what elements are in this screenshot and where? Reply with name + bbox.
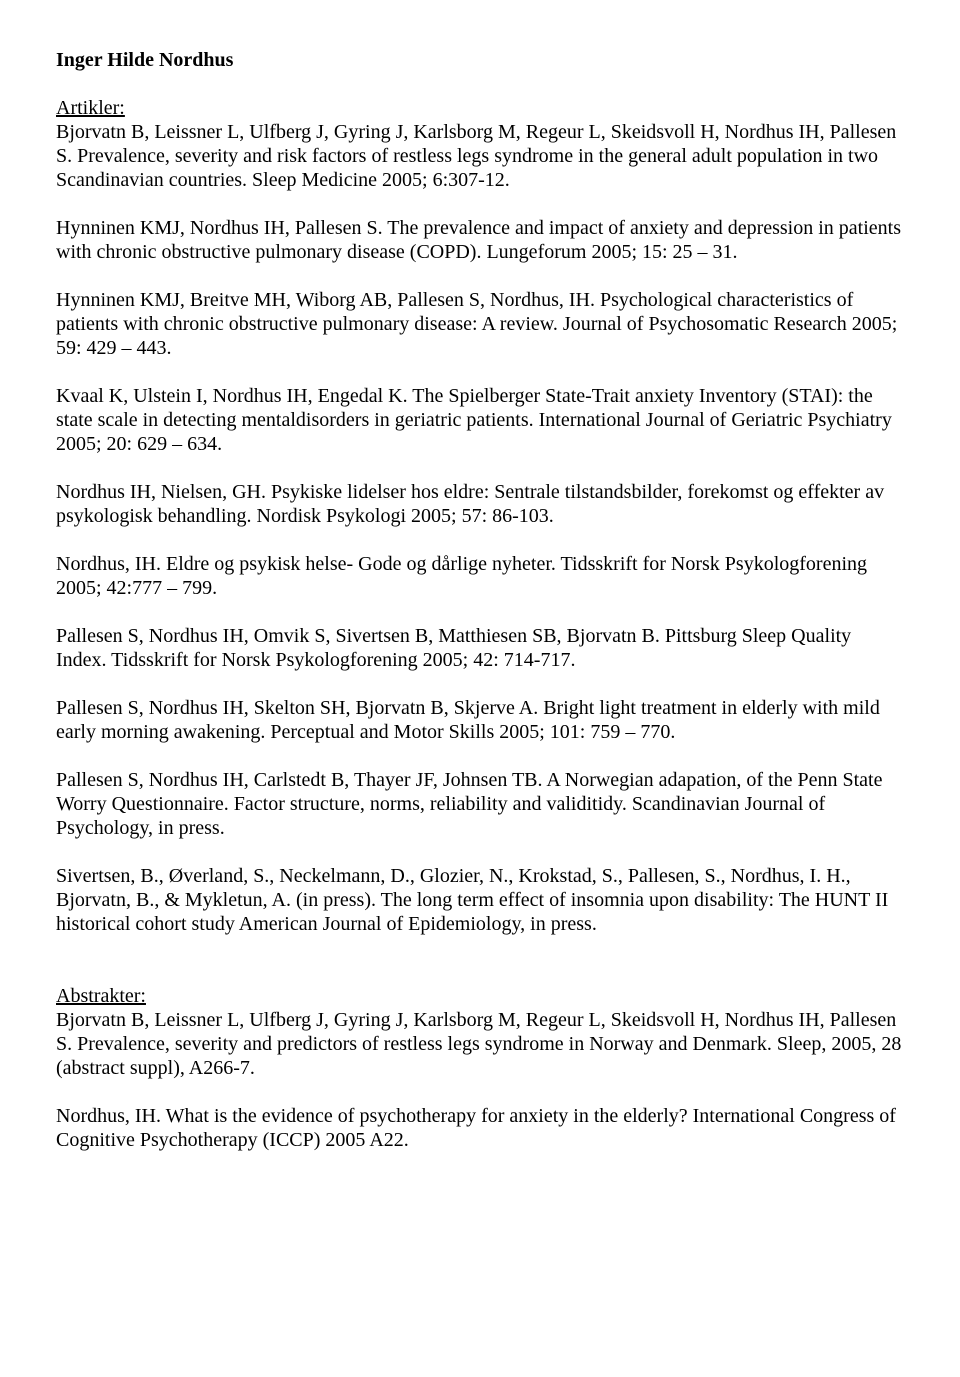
- article-entry: Hynninen KMJ, Breitve MH, Wiborg AB, Pal…: [56, 288, 904, 360]
- abstract-entry: Nordhus, IH. What is the evidence of psy…: [56, 1104, 904, 1152]
- abstract-entry: Bjorvatn B, Leissner L, Ulfberg J, Gyrin…: [56, 1008, 904, 1080]
- section-heading-artikler: Artikler:: [56, 96, 904, 120]
- section-abstrakter: Abstrakter: Bjorvatn B, Leissner L, Ulfb…: [56, 984, 904, 1152]
- article-entry: Bjorvatn B, Leissner L, Ulfberg J, Gyrin…: [56, 120, 904, 192]
- article-entry: Pallesen S, Nordhus IH, Skelton SH, Bjor…: [56, 696, 904, 744]
- article-entry: Sivertsen, B., Øverland, S., Neckelmann,…: [56, 864, 904, 936]
- section-heading-abstrakter: Abstrakter:: [56, 984, 904, 1008]
- section-artikler: Artikler: Bjorvatn B, Leissner L, Ulfber…: [56, 96, 904, 936]
- article-entry: Hynninen KMJ, Nordhus IH, Pallesen S. Th…: [56, 216, 904, 264]
- page-title: Inger Hilde Nordhus: [56, 48, 904, 72]
- article-entry: Kvaal K, Ulstein I, Nordhus IH, Engedal …: [56, 384, 904, 456]
- article-entry: Pallesen S, Nordhus IH, Omvik S, Siverts…: [56, 624, 904, 672]
- article-entry: Nordhus, IH. Eldre og psykisk helse- God…: [56, 552, 904, 600]
- article-entry: Nordhus IH, Nielsen, GH. Psykiske lidels…: [56, 480, 904, 528]
- article-entry: Pallesen S, Nordhus IH, Carlstedt B, Tha…: [56, 768, 904, 840]
